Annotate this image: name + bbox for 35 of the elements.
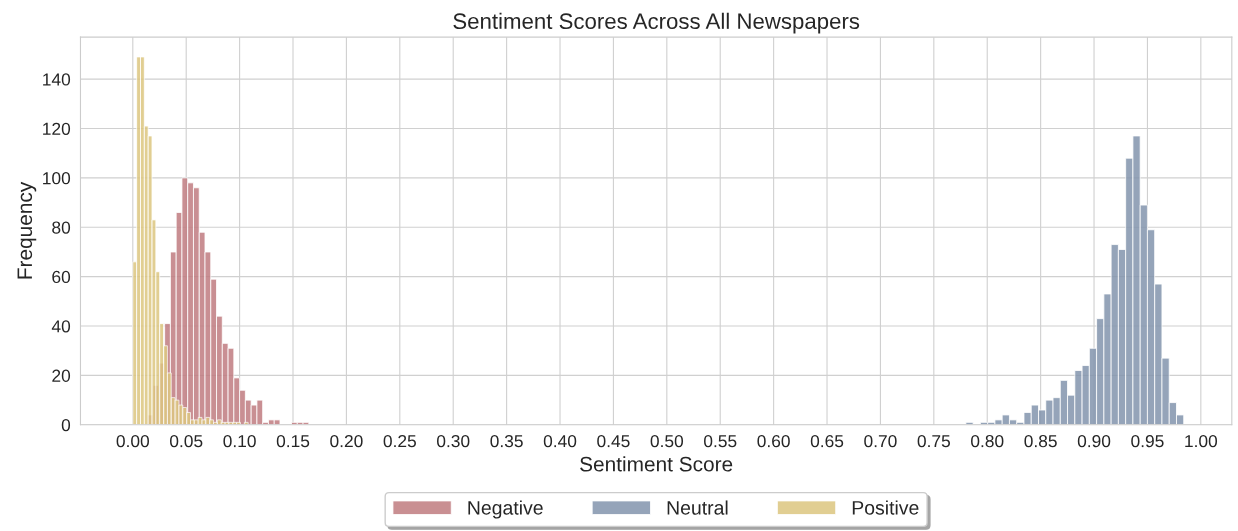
x-tick-label: 0.35	[490, 434, 523, 448]
x-tick-label: 0.45	[597, 434, 630, 448]
y-tick-label: 40	[51, 320, 71, 333]
legend-label: Neutral	[667, 500, 728, 515]
y-tick-label: 60	[52, 270, 71, 284]
x-tick-label: 0.95	[1131, 434, 1164, 448]
x-tick-label: 1.00	[1185, 434, 1218, 448]
y-axis-title: Frequency	[17, 181, 37, 279]
legend-label: Negative	[468, 500, 543, 519]
x-axis-title: Sentiment Score	[580, 456, 733, 472]
y-tick-label: 80	[52, 221, 71, 234]
x-tick-label: 0.00	[116, 434, 150, 448]
x-tick-label: 0.25	[383, 434, 416, 448]
x-tick-label: 0.85	[1024, 434, 1057, 448]
x-tick-label: 0.10	[223, 434, 256, 448]
y-tick-label: 120	[43, 122, 71, 135]
legend-label: Positive	[852, 500, 919, 515]
x-tick-label: 0.50	[650, 434, 684, 448]
x-tick-label: 0.55	[704, 434, 737, 448]
x-tick-label: 0.70	[864, 434, 897, 448]
x-tick-label: 0.20	[330, 434, 363, 448]
x-tick-label: 0.30	[437, 434, 470, 448]
chart-title: Sentiment Scores Across All Newspapers	[453, 12, 860, 34]
y-tick-label: 140	[43, 73, 71, 86]
y-tick-label: 0	[61, 418, 71, 432]
x-tick-label: 0.15	[276, 434, 310, 448]
x-tick-label: 0.80	[971, 434, 1004, 448]
y-tick-label: 100	[43, 172, 71, 185]
x-tick-label: 0.75	[917, 434, 950, 448]
y-tick-label: 20	[52, 369, 71, 382]
x-tick-label: 0.65	[810, 434, 844, 448]
x-tick-label: 0.60	[757, 434, 790, 448]
x-tick-label: 0.40	[543, 434, 577, 448]
x-tick-label: 0.05	[169, 434, 203, 448]
x-tick-label: 0.90	[1077, 434, 1111, 448]
